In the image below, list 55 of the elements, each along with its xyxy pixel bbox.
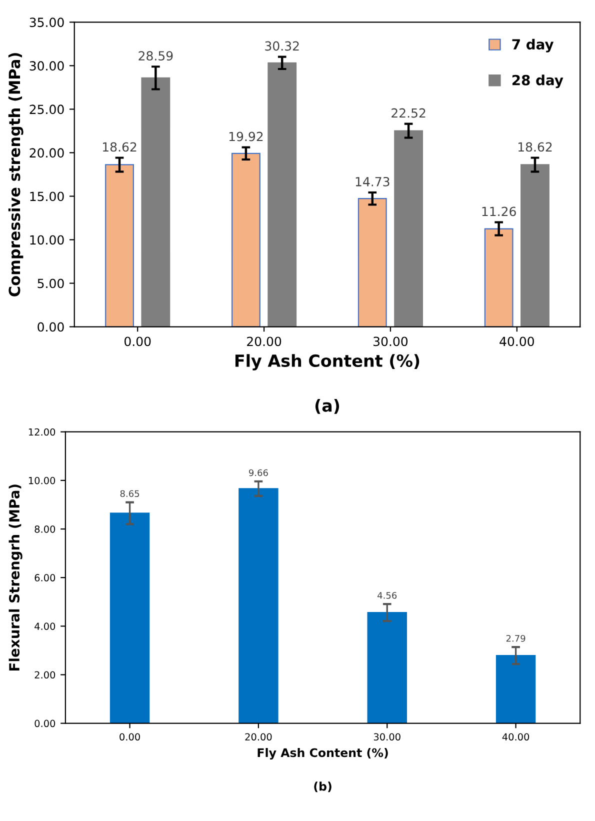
- x-tick-label: 30.00: [374, 336, 408, 346]
- text: (a): [315, 399, 340, 414]
- y-tick-label: 15.00: [30, 192, 64, 202]
- y-tick-label: 35.00: [30, 18, 64, 28]
- y-tick-label: 5.00: [38, 278, 64, 288]
- data-label: 30.32: [265, 41, 299, 51]
- text: (b): [314, 782, 332, 792]
- y-tick-label: 12.00: [28, 428, 56, 436]
- data-label: 9.66: [248, 469, 268, 476]
- bar: [484, 228, 514, 327]
- data-label: 11.26: [482, 206, 516, 216]
- y-tick-label: 8.00: [34, 525, 56, 533]
- bar: [141, 77, 170, 327]
- x-tick-label: 30.00: [374, 733, 400, 741]
- x-tick-label: 20.00: [247, 336, 282, 346]
- y-tick-label: 10.00: [30, 235, 64, 245]
- bar: [268, 62, 297, 327]
- data-label: 2.79: [506, 634, 526, 642]
- data-label: 4.56: [378, 592, 397, 599]
- y-tick-label: 2.00: [34, 671, 56, 679]
- bar: [231, 152, 260, 327]
- data-label: 18.62: [102, 142, 136, 152]
- y-tick-label: 20.00: [30, 148, 64, 158]
- x-tick-label: 40.00: [500, 336, 534, 346]
- data-label: 14.73: [356, 176, 390, 186]
- legend-label: 28 day: [512, 74, 564, 88]
- y-tick-label: 0.00: [34, 720, 56, 728]
- x-tick-label: 0.00: [124, 336, 151, 346]
- x-axis-title: Fly Ash Content (%): [235, 354, 420, 370]
- y-tick-label: 6.00: [34, 574, 56, 582]
- bar: [394, 130, 424, 327]
- x-axis-title: Fly Ash Content (%): [258, 748, 388, 760]
- bar: [496, 654, 536, 724]
- y-tick-label: 10.00: [28, 476, 56, 484]
- y-tick-label: 4.00: [34, 622, 56, 630]
- y-tick-label: 30.00: [30, 61, 64, 71]
- bar: [105, 164, 134, 327]
- x-tick-label: 0.00: [120, 733, 140, 741]
- bar: [358, 198, 387, 327]
- data-label: 18.62: [518, 142, 552, 152]
- data-label: 28.59: [138, 51, 173, 61]
- bar: [110, 512, 150, 724]
- data-label: 22.52: [392, 108, 426, 118]
- y-tick-label: 0.00: [38, 322, 64, 332]
- x-tick-label: 20.00: [245, 733, 272, 741]
- y-axis-title: Flexural Strengrh (MPa): [8, 484, 22, 670]
- y-axis-title: Compressive strength (MPa): [8, 53, 24, 296]
- bar: [520, 164, 550, 327]
- bar: [367, 612, 407, 724]
- x-tick-label: 40.00: [502, 733, 530, 741]
- data-label: 8.65: [120, 490, 140, 498]
- data-label: 19.92: [229, 132, 263, 142]
- legend-label: 7 day: [512, 38, 554, 52]
- bar: [238, 488, 278, 724]
- y-tick-label: 25.00: [30, 104, 64, 114]
